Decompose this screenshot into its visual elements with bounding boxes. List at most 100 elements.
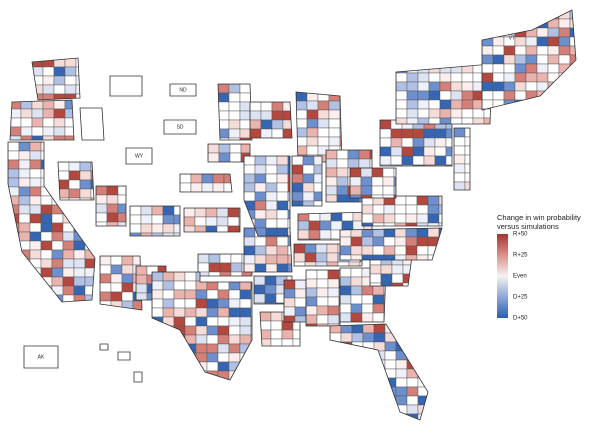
district xyxy=(372,312,385,322)
district xyxy=(380,137,392,148)
district xyxy=(84,240,95,251)
state-outline xyxy=(217,83,253,141)
district xyxy=(405,228,418,238)
district xyxy=(558,36,571,47)
district xyxy=(238,216,240,227)
district xyxy=(217,352,230,363)
district xyxy=(8,267,20,278)
district xyxy=(338,270,340,280)
district xyxy=(358,158,371,169)
district xyxy=(173,232,180,236)
district xyxy=(64,75,77,86)
district xyxy=(42,84,55,95)
district xyxy=(254,182,267,193)
district xyxy=(434,155,447,166)
district xyxy=(401,155,414,166)
district xyxy=(382,185,395,196)
district xyxy=(304,261,317,266)
district xyxy=(514,72,527,83)
district xyxy=(79,170,92,181)
district xyxy=(503,72,516,83)
district xyxy=(396,72,408,83)
district xyxy=(395,395,408,406)
district xyxy=(359,261,362,266)
district xyxy=(547,54,560,65)
district xyxy=(361,312,374,322)
district xyxy=(53,126,66,137)
district xyxy=(503,81,516,92)
district xyxy=(569,90,576,101)
district xyxy=(427,213,440,224)
district xyxy=(362,350,375,361)
district xyxy=(68,162,81,172)
district xyxy=(184,361,197,372)
district xyxy=(382,168,395,178)
district xyxy=(62,204,75,215)
district xyxy=(106,221,119,226)
district xyxy=(330,220,343,231)
district xyxy=(180,182,192,192)
district xyxy=(423,146,436,157)
district xyxy=(201,174,214,184)
district xyxy=(393,194,396,198)
district xyxy=(205,208,218,218)
district xyxy=(514,45,527,56)
district xyxy=(351,413,364,420)
district xyxy=(327,287,340,298)
district xyxy=(536,45,549,56)
district xyxy=(73,258,86,269)
state-outline xyxy=(151,271,253,381)
district xyxy=(173,343,186,354)
district xyxy=(394,196,407,206)
district xyxy=(423,164,436,166)
district xyxy=(417,413,428,420)
district xyxy=(362,368,375,379)
district xyxy=(51,222,64,233)
district xyxy=(351,350,364,361)
district xyxy=(194,216,207,227)
district xyxy=(51,249,64,260)
district xyxy=(184,216,196,227)
district xyxy=(29,276,42,287)
district xyxy=(390,164,403,166)
district xyxy=(326,158,338,169)
district xyxy=(350,245,363,256)
district xyxy=(536,27,549,38)
district xyxy=(406,72,419,83)
district xyxy=(306,270,318,280)
district xyxy=(230,254,243,264)
district xyxy=(198,262,210,273)
district xyxy=(373,404,386,415)
district xyxy=(62,276,75,287)
district xyxy=(250,343,252,354)
district xyxy=(250,110,262,121)
district xyxy=(265,236,278,247)
district xyxy=(241,271,252,276)
district xyxy=(319,220,332,231)
district xyxy=(417,377,428,388)
district xyxy=(547,36,560,47)
district xyxy=(64,135,74,140)
district xyxy=(281,329,294,340)
district xyxy=(327,270,340,280)
district xyxy=(464,154,470,165)
district xyxy=(362,386,375,397)
district xyxy=(340,276,352,287)
district xyxy=(62,150,75,161)
district xyxy=(492,10,505,20)
district xyxy=(384,395,397,406)
state xyxy=(482,10,576,110)
district xyxy=(184,370,197,380)
state-label: VT xyxy=(509,35,515,41)
district xyxy=(206,316,219,327)
district xyxy=(254,164,267,175)
district xyxy=(73,213,86,224)
district xyxy=(406,324,419,334)
district xyxy=(328,127,341,138)
district xyxy=(306,296,318,307)
district xyxy=(287,245,292,256)
district xyxy=(351,332,364,343)
district xyxy=(438,245,442,256)
district xyxy=(106,203,119,214)
district xyxy=(51,267,64,278)
